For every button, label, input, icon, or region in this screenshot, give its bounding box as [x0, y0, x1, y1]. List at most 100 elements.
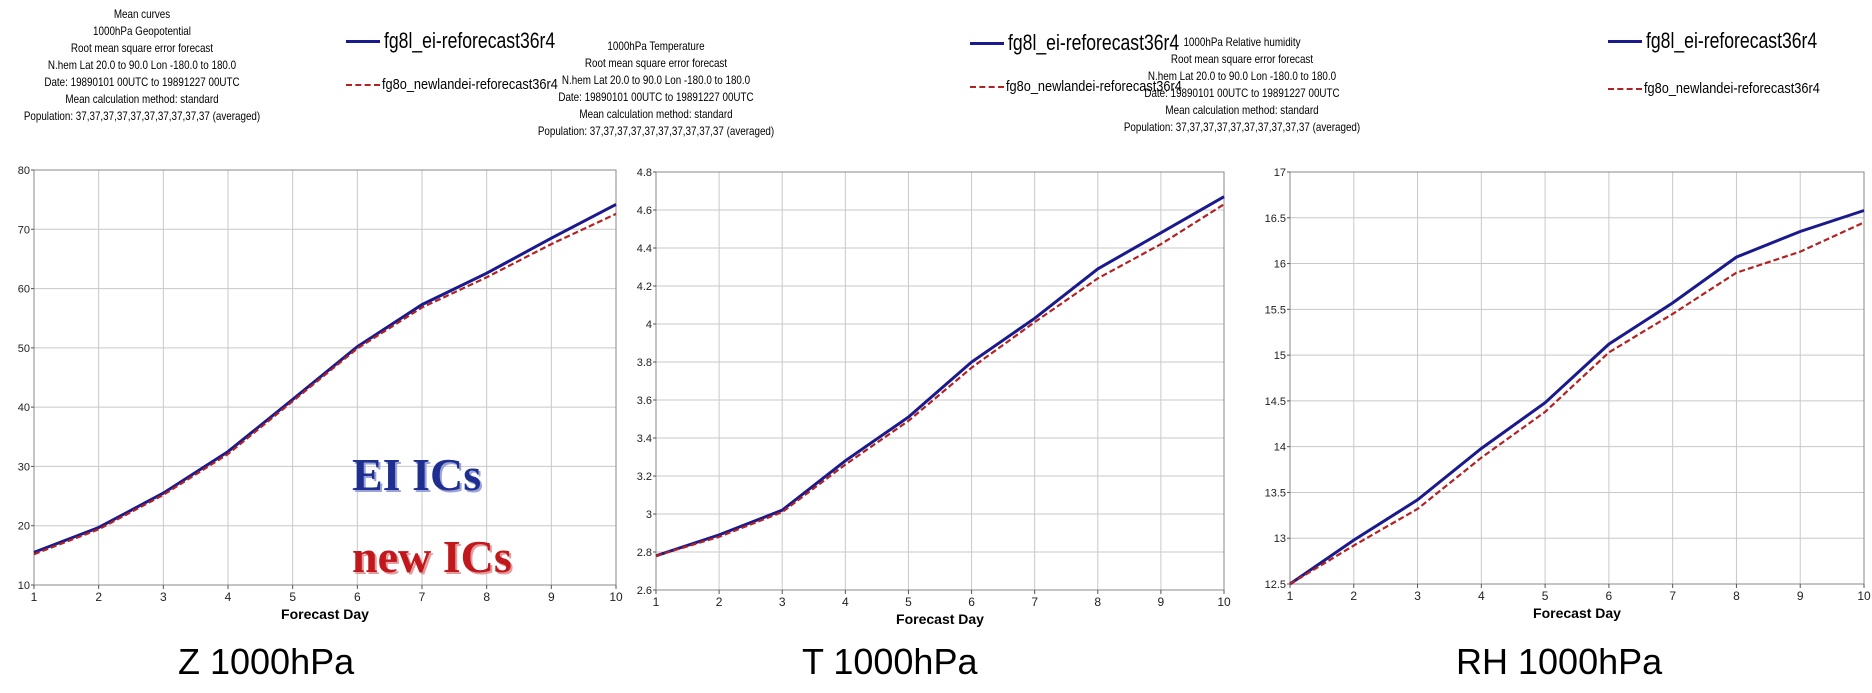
y-tick-label: 12.5 — [1265, 579, 1286, 591]
y-tick-label: 4 — [646, 319, 652, 331]
x-tick-label: 5 — [1542, 589, 1549, 603]
x-axis-label: Forecast Day — [896, 611, 984, 627]
plot-area-frame — [1289, 171, 1865, 585]
x-tick-label: 3 — [160, 590, 167, 604]
x-tick-label: 1 — [1287, 589, 1294, 603]
annotation-ei-ics: EI ICs — [352, 449, 482, 500]
legend-swatch-dashed — [1608, 87, 1642, 90]
y-tick-label: 13 — [1274, 533, 1286, 545]
x-axis-label: Forecast Day — [1533, 605, 1621, 621]
y-tick-label: 4.6 — [637, 205, 652, 217]
x-tick-label: 5 — [289, 590, 296, 604]
x-tick-label: 10 — [609, 590, 623, 604]
meta-line: N.hem Lat 20.0 to 90.0 Lon -180.0 to 180… — [1147, 69, 1337, 83]
meta-line: Mean curves — [113, 7, 171, 21]
series-line-ei — [1289, 209, 1865, 586]
x-tick-label: 2 — [716, 595, 723, 609]
plot-area-frame — [33, 169, 617, 586]
meta-line: Date: 19890101 00UTC to 19891227 00UTC — [44, 75, 240, 89]
series-line-ei — [655, 195, 1225, 558]
y-tick-label: 3 — [646, 509, 652, 521]
x-tick-label: 6 — [354, 590, 361, 604]
meta-line: 1000hPa Relative humidity — [1183, 35, 1301, 49]
y-tick-label: 13.5 — [1265, 487, 1286, 499]
y-tick-label: 2.6 — [637, 585, 652, 597]
meta-line: 1000hPa Temperature — [607, 39, 705, 53]
plot-area-frame — [655, 171, 1225, 591]
legend-label: fg8l_ei-reforecast36r4 — [1008, 30, 1180, 55]
meta-line: 1000hPa Geopotential — [93, 24, 191, 38]
x-tick-label: 2 — [95, 590, 102, 604]
y-tick-label: 16 — [1274, 259, 1286, 271]
meta-line: Date: 19890101 00UTC to 19891227 00UTC — [1144, 86, 1340, 100]
legend-swatch-dashed — [970, 85, 1004, 88]
annotation-new-ics: new ICs — [352, 531, 512, 582]
x-tick-label: 2 — [1350, 589, 1357, 603]
x-tick-label: 6 — [968, 595, 975, 609]
x-tick-label: 10 — [1857, 589, 1871, 603]
meta-line: Mean calculation method: standard — [65, 92, 219, 106]
y-tick-label: 3.8 — [637, 357, 652, 369]
y-tick-label: 10 — [18, 580, 30, 592]
series-line-newland — [1289, 221, 1865, 585]
legend-swatch-solid — [970, 41, 1004, 45]
y-tick-label: 20 — [18, 521, 30, 533]
chart-metadata: 1000hPa Relative humidity Root mean squa… — [1119, 34, 1365, 136]
y-tick-label: 80 — [18, 165, 30, 177]
meta-line: Date: 19890101 00UTC to 19891227 00UTC — [558, 90, 754, 104]
y-tick-label: 3.4 — [637, 433, 652, 445]
legend-label: fg8l_ei-reforecast36r4 — [1646, 28, 1818, 53]
x-tick-label: 1 — [653, 595, 660, 609]
y-tick-label: 60 — [18, 284, 30, 296]
x-tick-label: 4 — [842, 595, 849, 609]
x-tick-label: 9 — [1158, 595, 1165, 609]
y-tick-label: 70 — [18, 224, 30, 236]
x-tick-label: 1 — [31, 590, 38, 604]
legend-swatch-solid — [346, 39, 380, 43]
x-tick-label: 7 — [1031, 595, 1038, 609]
x-tick-label: 3 — [779, 595, 786, 609]
x-axis-label: Forecast Day — [281, 606, 369, 622]
line-chart-rh1000: 1 2 3 4 5 6 7 8 9 10 12.5 13 13.5 14 14.5 15 15.5 16 16.5 1… — [1265, 167, 1871, 621]
legend-label: fg8o_newlandei-reforecast36r4 — [1644, 80, 1820, 98]
x-tick-label: 8 — [483, 590, 490, 604]
x-tick-label: 8 — [1733, 589, 1740, 603]
x-tick-label: 3 — [1414, 589, 1421, 603]
y-tick-label: 30 — [18, 461, 30, 473]
x-tick-label: 8 — [1094, 595, 1101, 609]
panel-caption: Z 1000hPa — [178, 641, 355, 682]
series-line-newland — [655, 203, 1225, 557]
line-chart-z1000: 1 2 3 4 5 6 7 8 9 10 10 20 30 40 50 60 70 80 Forecast Day — [18, 165, 623, 622]
y-tick-label: 14.5 — [1265, 396, 1286, 408]
x-tick-label: 7 — [1669, 589, 1676, 603]
legend-label: fg8o_newlandei-reforecast36r4 — [1006, 78, 1182, 96]
chart-metadata: 1000hPa Temperature Root mean square err… — [533, 38, 779, 140]
meta-line: Root mean square error forecast — [1170, 52, 1314, 66]
y-tick-label: 4.2 — [637, 281, 652, 293]
series-line-ei — [33, 203, 617, 554]
meta-line: Population: 37,37,37,37,37,37,37,37,37,3… — [1123, 120, 1361, 134]
y-tick-label: 3.6 — [637, 395, 652, 407]
x-tick-label: 4 — [225, 590, 232, 604]
meta-line: Mean calculation method: standard — [1165, 103, 1319, 117]
line-chart-t1000: 1 2 3 4 5 6 7 8 9 10 2.6 2.8 3 3.2 3.4 3.6 3.8 4 4.2 4.4 4.6… — [637, 167, 1231, 627]
legend-swatch-dashed — [346, 83, 380, 86]
legend-swatch-solid — [1608, 39, 1642, 43]
y-tick-label: 40 — [18, 402, 30, 414]
y-tick-label: 17 — [1274, 167, 1286, 179]
meta-line: Root mean square error forecast — [584, 56, 728, 70]
meta-line: Population: 37,37,37,37,37,37,37,37,37,3… — [537, 124, 775, 138]
series-line-newland — [33, 212, 617, 556]
meta-line: N.hem Lat 20.0 to 90.0 Lon -180.0 to 180… — [47, 58, 237, 72]
meta-line: Root mean square error forecast — [70, 41, 214, 55]
x-tick-label: 9 — [548, 590, 555, 604]
y-tick-label: 16.5 — [1265, 213, 1286, 225]
x-tick-label: 6 — [1606, 589, 1613, 603]
y-tick-label: 15.5 — [1265, 304, 1286, 316]
legend-label: fg8o_newlandei-reforecast36r4 — [382, 76, 558, 94]
meta-line: Mean calculation method: standard — [579, 107, 733, 121]
x-tick-label: 7 — [419, 590, 426, 604]
x-tick-label: 5 — [905, 595, 912, 609]
meta-line: Population: 37,37,37,37,37,37,37,37,37,3… — [23, 109, 261, 123]
y-tick-label: 14 — [1274, 442, 1286, 454]
